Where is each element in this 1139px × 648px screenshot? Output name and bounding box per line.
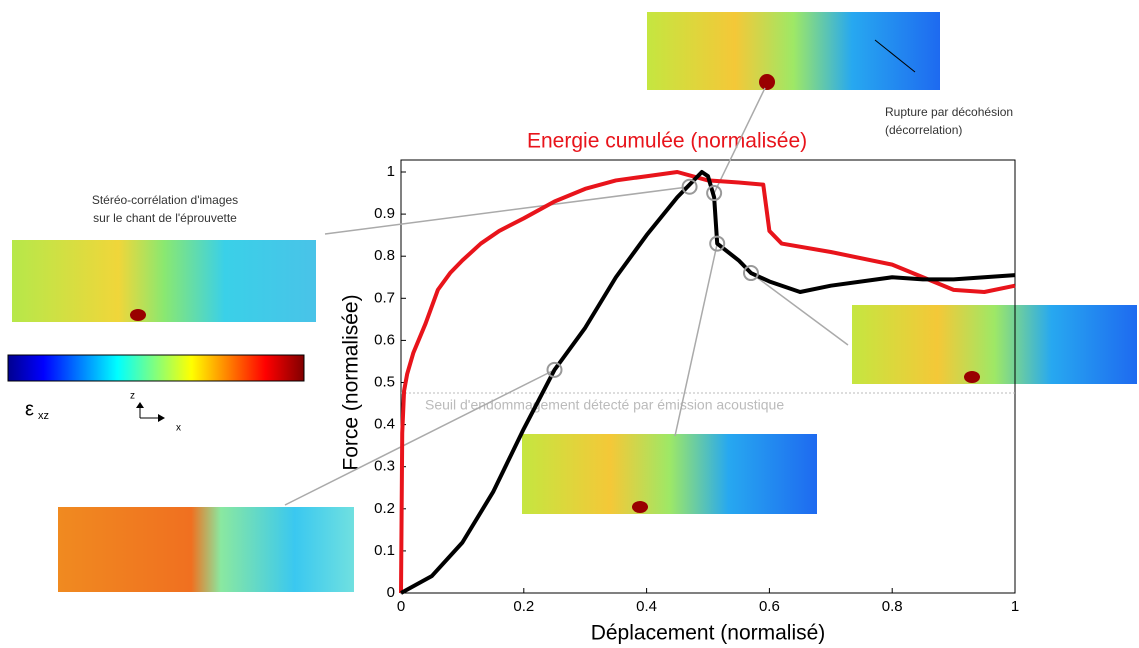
axis-x: x bbox=[176, 423, 181, 434]
x-tick-label: 0.6 bbox=[759, 598, 780, 615]
x-tick-label: 0.4 bbox=[636, 598, 657, 615]
x-tick-label: 0.2 bbox=[513, 598, 534, 615]
insets: ε xz z x Stéréo-corrélation d'images sur… bbox=[7, 12, 1137, 592]
annotation: sur le chant de l'éprouvette bbox=[93, 211, 237, 225]
marker bbox=[709, 235, 726, 252]
axis-z: z bbox=[130, 391, 135, 402]
marker bbox=[742, 265, 759, 282]
strain-map bbox=[522, 434, 817, 514]
leader bbox=[284, 369, 555, 506]
strain-sub: xz bbox=[38, 410, 49, 422]
leader bbox=[324, 185, 690, 235]
series-line bbox=[400, 170, 1016, 595]
y-tick-label: 0.3 bbox=[374, 458, 395, 475]
hot-spot bbox=[632, 501, 648, 513]
series-label: Energie cumulée (normalisée) bbox=[527, 130, 807, 153]
colorbar bbox=[7, 354, 305, 382]
y-tick-label: 0.6 bbox=[374, 331, 395, 348]
x-tick-label: 0.8 bbox=[882, 598, 903, 615]
y-axis-label: Force (normalisée) bbox=[340, 294, 363, 470]
annotation: Rupture par décohésion bbox=[885, 105, 1013, 119]
annotation: Stéréo-corrélation d'images bbox=[92, 193, 238, 207]
strain-map bbox=[12, 240, 316, 322]
leader bbox=[874, 39, 916, 73]
strain-map bbox=[58, 507, 354, 592]
marker bbox=[681, 178, 698, 195]
y-tick-label: 0.2 bbox=[374, 500, 395, 517]
y-tick-label: 0.4 bbox=[374, 416, 395, 433]
y-tick-label: 1 bbox=[387, 163, 395, 180]
x-tick-label: 1 bbox=[1011, 598, 1019, 615]
x-axis-label: Déplacement (normalisé) bbox=[591, 622, 826, 645]
y-tick-label: 0.8 bbox=[374, 247, 395, 264]
annotation: (décorrelation) bbox=[885, 123, 962, 137]
strain-map bbox=[647, 12, 940, 90]
y-tick-label: 0.5 bbox=[374, 373, 395, 390]
leader bbox=[674, 243, 718, 437]
y-tick-label: 0.7 bbox=[374, 289, 395, 306]
threshold-label: Seuil d'endommagement détecté par émissi… bbox=[425, 397, 784, 413]
strain-map bbox=[852, 305, 1137, 384]
hot-spot bbox=[759, 74, 775, 90]
y-tick-label: 0.1 bbox=[374, 542, 395, 559]
plot-frame bbox=[400, 159, 1016, 594]
y-tick-label: 0.9 bbox=[374, 205, 395, 222]
strain-symbol: ε bbox=[25, 398, 34, 420]
marker bbox=[546, 361, 563, 378]
arrow-head bbox=[136, 402, 165, 422]
leader bbox=[750, 272, 849, 346]
hot-spot bbox=[130, 309, 146, 321]
x-tick-label: 0 bbox=[397, 598, 405, 615]
series-line bbox=[399, 170, 1016, 594]
leader bbox=[713, 87, 766, 194]
marker bbox=[706, 185, 723, 202]
y-tick-label: 0 bbox=[387, 584, 395, 601]
hot-spot bbox=[964, 371, 980, 383]
